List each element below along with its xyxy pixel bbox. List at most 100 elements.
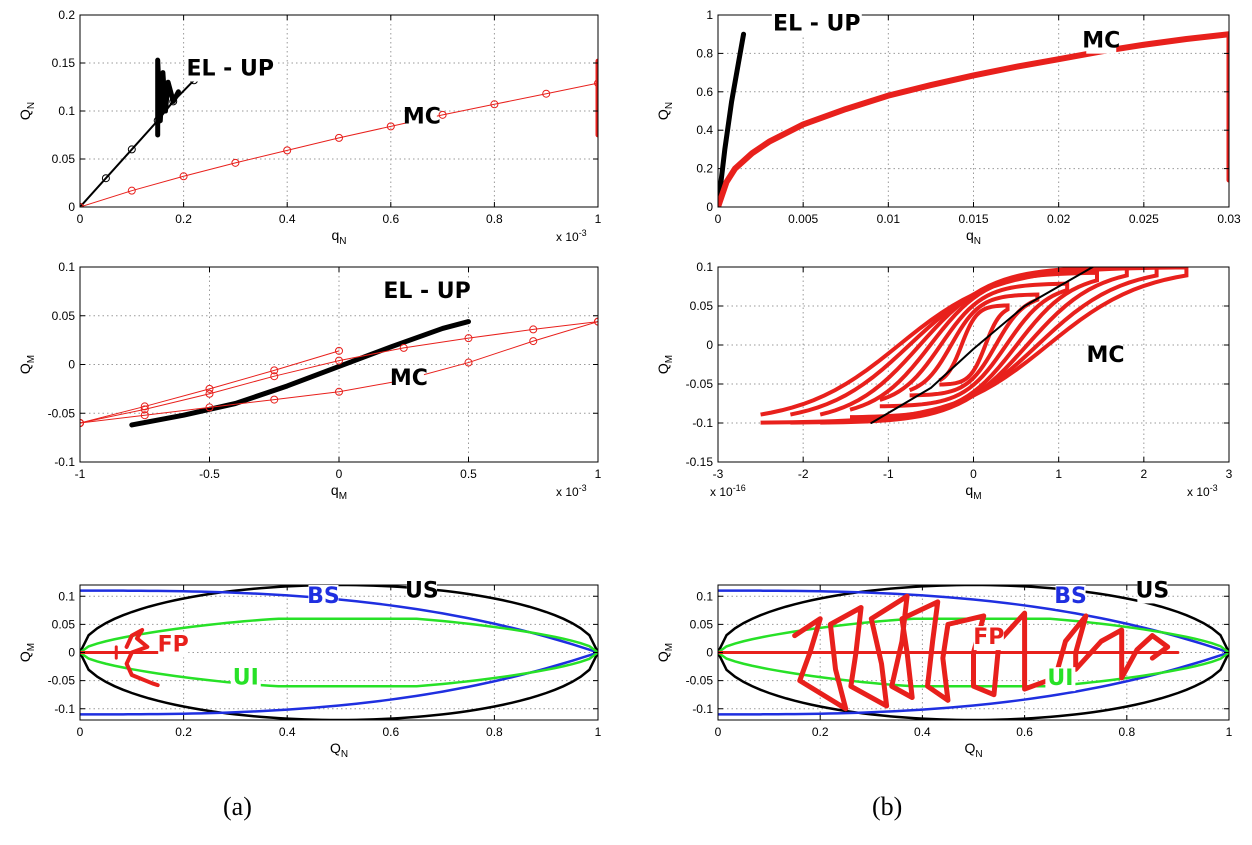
series-line — [80, 321, 598, 424]
x-axis-label: qN — [966, 227, 981, 247]
annotation-bg — [158, 633, 189, 658]
x-tick-label: 1 — [595, 725, 602, 739]
y-tick-label: 0 — [706, 338, 713, 352]
annotation-bg — [406, 105, 437, 130]
y-tick-label: 0.1 — [58, 589, 75, 603]
y-tick-label: 0.1 — [696, 589, 713, 603]
y-tick-label: -0.05 — [686, 674, 714, 688]
data-point — [270, 395, 279, 404]
chart-b-top: 0 0.005 0.01 0.015 0.02 0.025 0.03 0 0.2 0.4 0.6 0.… — [655, 8, 1241, 247]
annotation-bg — [382, 280, 473, 305]
x-tick-label: 0 — [77, 725, 84, 739]
data-point — [335, 133, 343, 142]
data-point — [270, 366, 279, 375]
series-line — [129, 319, 471, 428]
x-tick-label: 1 — [595, 467, 602, 481]
annotation-label: FP — [973, 625, 1004, 650]
x-tick-label: 0.6 — [382, 212, 399, 226]
x-exponent-label: x 10-3 — [1187, 483, 1218, 499]
annotation-label: US — [405, 578, 439, 603]
x-tick-label: 0.005 — [788, 212, 818, 226]
x-tick-label: -1 — [883, 467, 894, 481]
series-line — [80, 82, 598, 207]
annotation-bg — [1045, 667, 1076, 692]
data-point — [140, 402, 149, 411]
hysteresis-loop — [908, 292, 1040, 398]
x-tick-label: 0.5 — [460, 467, 477, 481]
x-axis-label: QN — [330, 740, 348, 760]
us-curve-upper — [80, 585, 598, 654]
y-tick-label: -0.15 — [686, 455, 714, 469]
chart-a-top: 0 0.2 0.4 0.6 0.8 1 0 0.05 0.1 0.15 0.2 qN QN x 10-3 E… — [17, 8, 602, 247]
x-tick-label: 0.01 — [877, 212, 901, 226]
y-axis-label: QM — [17, 355, 37, 374]
x-tick-label: 2 — [1140, 467, 1147, 481]
y-tick-label: -0.1 — [692, 416, 713, 430]
y-axis-label: QN — [655, 102, 675, 120]
annotation-label: BS — [1054, 584, 1087, 609]
y-tick-label: 0.8 — [696, 46, 713, 60]
y-tick-label: 0.2 — [696, 162, 713, 176]
series-line — [718, 31, 1229, 207]
y-tick-label: 0.2 — [58, 8, 75, 22]
data-point — [140, 405, 149, 414]
annotation-label: EL - UP — [773, 11, 860, 36]
plot-content — [80, 585, 598, 720]
ui-curve-lower — [80, 651, 598, 688]
x-tick-label: 0 — [77, 212, 84, 226]
x-tick-label: 1 — [1226, 725, 1233, 739]
annotation-bg — [406, 579, 437, 604]
data-point — [464, 334, 473, 343]
x-tick-label: 0.2 — [812, 725, 829, 739]
series-line — [870, 267, 1094, 424]
data-point — [594, 317, 598, 326]
x-tick-label: 0 — [336, 467, 343, 481]
hysteresis-loop — [760, 267, 1189, 425]
chart-a-bot: 0 0.2 0.4 0.6 0.8 1 -0.1 -0.05 0 0.05 0.1 QN QM BS US F… — [17, 578, 602, 760]
ui-curve-upper — [80, 617, 598, 654]
y-tick-label: 0.6 — [696, 85, 713, 99]
chart-b-bot: 0 0.2 0.4 0.6 0.8 1 -0.1 -0.05 0 0.05 0.1 QN QM BS US F… — [655, 578, 1233, 760]
y-tick-label: 0.05 — [690, 299, 714, 313]
x-tick-label: 0.6 — [382, 725, 399, 739]
y-axis-label: QM — [17, 643, 37, 662]
bs-curve-lower — [80, 651, 598, 716]
x-tick-label: 0.4 — [279, 212, 296, 226]
annotation-bg — [230, 666, 261, 691]
y-axis-label: QN — [17, 102, 37, 120]
y-axis-label: QM — [655, 643, 675, 662]
y-tick-label: -0.05 — [48, 674, 76, 688]
annotation-label: MC — [403, 104, 441, 129]
data-point — [464, 358, 473, 367]
y-tick-label: 0.05 — [52, 309, 76, 323]
us-curve-lower — [80, 651, 598, 720]
x-tick-label: 0.03 — [1217, 212, 1241, 226]
data-point — [283, 146, 292, 155]
x-tick-label: 0.2 — [175, 212, 192, 226]
y-tick-label: 0 — [706, 200, 713, 214]
x-tick-label: 0.8 — [486, 725, 503, 739]
data-point — [542, 89, 551, 98]
x-tick-label: 0 — [715, 725, 722, 739]
x-axis-label: qM — [965, 482, 981, 502]
chart-b-mid: -3 -2 -1 0 1 2 3 -0.15 -0.1 -0.05 0 0.05 0.1 qM QM x 10… — [655, 260, 1233, 502]
bs-curve-lower — [718, 651, 1229, 716]
annotation-label: BS — [307, 584, 340, 609]
data-point — [140, 411, 149, 420]
y-tick-label: 1 — [706, 8, 713, 22]
y-tick-label: 0.4 — [696, 123, 713, 137]
data-point — [335, 387, 343, 396]
plot-content — [80, 317, 598, 428]
annotation-label: MC — [1082, 29, 1120, 54]
y-tick-label: -0.05 — [48, 406, 76, 420]
x-exponent-label: x 10-3 — [556, 483, 587, 499]
x-axis-label: qM — [331, 482, 347, 502]
annotation-bg — [771, 12, 862, 37]
data-point — [335, 346, 343, 355]
data-point — [490, 100, 499, 109]
bs-curve-upper — [718, 589, 1229, 654]
annotation-label: MC — [390, 366, 428, 391]
data-point — [594, 79, 598, 88]
annotation-bg — [308, 585, 339, 609]
